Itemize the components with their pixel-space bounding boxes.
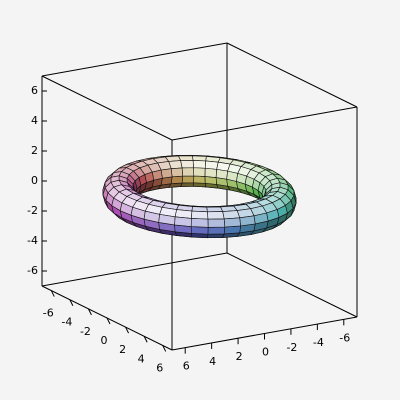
x-tick (125, 326, 130, 334)
surface-patch (193, 175, 206, 184)
z-tick-label: 0 (31, 174, 38, 187)
z-tick-label: -2 (27, 204, 38, 217)
y-tick-label: 2 (236, 350, 243, 363)
y-tick-label: 4 (209, 355, 216, 368)
surface-patch (207, 211, 225, 220)
surface-patch (180, 182, 194, 187)
surface-patch (191, 210, 209, 220)
surface-patch (207, 233, 225, 239)
surface-patch (192, 160, 207, 169)
x-tick-label: -2 (80, 325, 91, 338)
x-tick (87, 308, 92, 316)
y-tick-label: 6 (183, 360, 190, 373)
z-tick-label: -4 (27, 234, 38, 247)
x-tick (106, 317, 111, 325)
x-tick (143, 336, 148, 343)
x-tick-label: -6 (43, 307, 54, 320)
surface-patch (160, 168, 173, 179)
surface-patch (215, 169, 228, 180)
z-tick-label: 2 (31, 144, 38, 157)
x-tick-label: 6 (156, 361, 163, 374)
y-tick-label: -2 (286, 341, 297, 354)
box-edge (41, 42, 228, 77)
surface-patch (239, 215, 256, 227)
x-tick-label: -4 (61, 316, 72, 329)
surface-patch (190, 226, 209, 235)
surface-patch (181, 175, 195, 184)
x-tick (50, 290, 55, 297)
surface-patch (223, 217, 241, 228)
x-tick (69, 299, 74, 306)
x-tick-label: 2 (119, 343, 126, 356)
y-tick-label: 0 (262, 346, 269, 359)
box-edge (171, 106, 358, 141)
x-tick-label: 4 (138, 352, 145, 365)
surface-patch (181, 167, 195, 177)
surface-patch (170, 167, 183, 178)
surface-patch (207, 226, 226, 235)
surface-patch (190, 218, 209, 228)
box-edge (226, 252, 358, 318)
surface-patch (207, 218, 226, 228)
surface-patch (170, 175, 184, 185)
z-tick-label: -6 (27, 264, 38, 277)
surface-patch (204, 167, 217, 178)
y-tick-label: -4 (313, 336, 324, 349)
box-edge (41, 75, 173, 141)
surface-patch (178, 155, 194, 161)
x-tick-label: 0 (101, 334, 108, 347)
surface-patch (193, 167, 206, 177)
box-edge (41, 252, 228, 287)
surface-patch (222, 210, 241, 220)
surface-patch (206, 206, 224, 213)
y-tick-label: -6 (339, 331, 350, 344)
surface-patch (174, 216, 192, 227)
z-tick-label: 6 (31, 84, 38, 97)
box-edge (226, 42, 358, 108)
surface-patch (204, 160, 219, 170)
x-tick (162, 345, 167, 352)
z-tick-label: 4 (31, 114, 38, 127)
surface (102, 154, 297, 239)
surface-patch (180, 160, 194, 169)
